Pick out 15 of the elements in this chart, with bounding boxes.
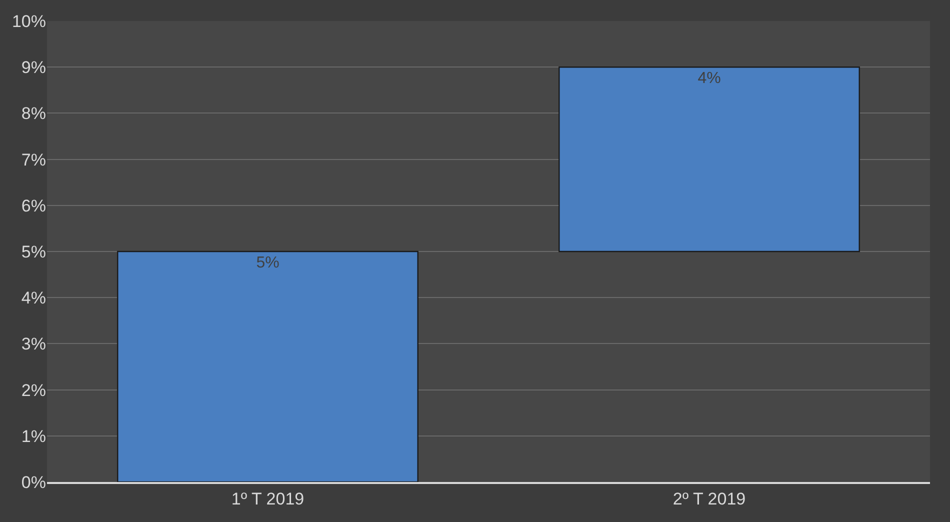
y-tick-label: 7%	[21, 150, 46, 170]
y-tick-label: 0%	[21, 472, 46, 492]
data-label: 5%	[256, 254, 280, 272]
y-tick-label: 9%	[21, 58, 46, 78]
y-tick-label: 1%	[21, 426, 46, 446]
y-tick-label: 2%	[21, 380, 46, 400]
y-tick-label: 4%	[21, 288, 46, 308]
y-tick-label: 6%	[21, 196, 46, 216]
y-tick-label: 10%	[12, 12, 46, 31]
y-tick-label: 8%	[21, 104, 46, 124]
data-label: 4%	[698, 70, 721, 88]
y-tick-label: 3%	[21, 334, 46, 354]
x-tick-label: 2º T 2019	[672, 489, 746, 508]
x-tick-label: 1º T 2019	[231, 489, 304, 508]
y-tick-label: 5%	[21, 242, 46, 262]
